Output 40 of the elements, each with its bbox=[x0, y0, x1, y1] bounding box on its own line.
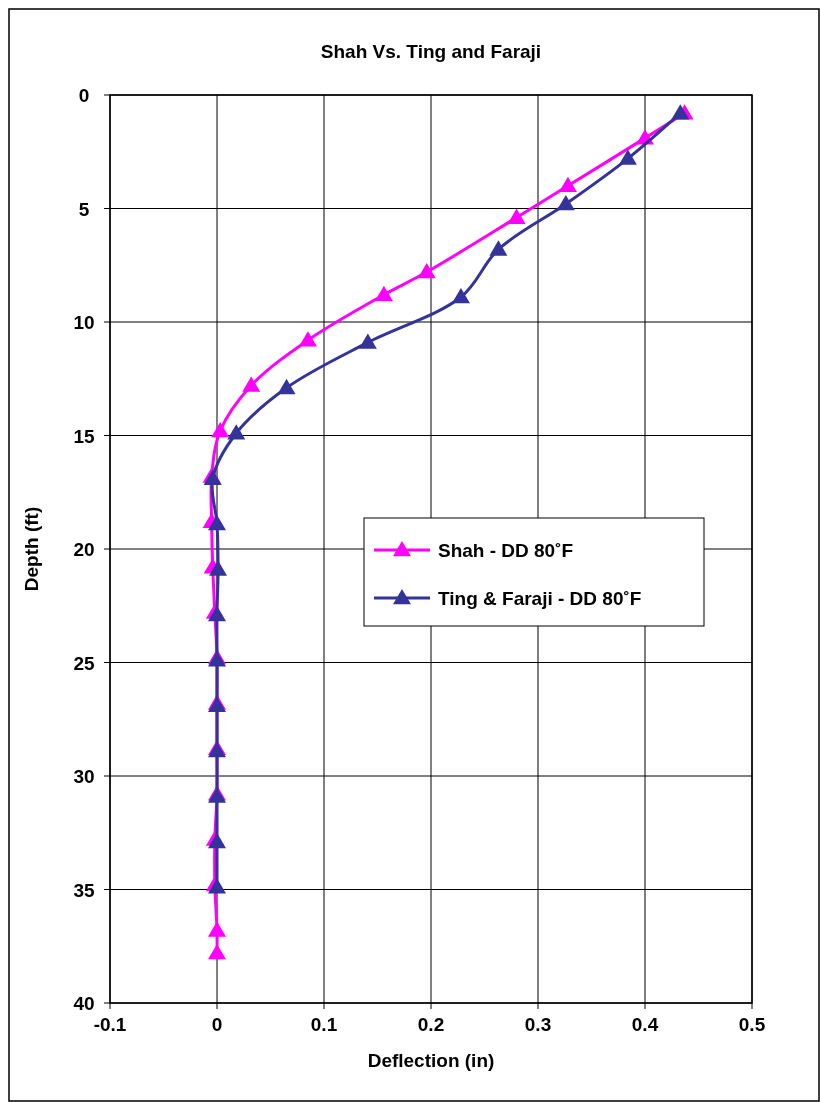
y-tick-label: 30 bbox=[73, 766, 95, 787]
y-tick-label: 0 bbox=[78, 85, 90, 106]
point bbox=[417, 263, 436, 279]
x-tick-label: -0.1 bbox=[93, 1014, 127, 1035]
y-tick-label: 10 bbox=[73, 312, 95, 333]
point bbox=[227, 424, 246, 440]
x-tick-label: 0.4 bbox=[631, 1014, 659, 1035]
point bbox=[451, 288, 470, 304]
y-tick-label: 15 bbox=[73, 425, 95, 447]
point bbox=[489, 240, 508, 256]
y-axis-title: Depth (ft) bbox=[21, 506, 42, 592]
x-axis-title: Deflection (in) bbox=[367, 1050, 495, 1071]
x-tick-label: 0 bbox=[211, 1014, 223, 1035]
point bbox=[209, 560, 228, 576]
y-tick-label: 20 bbox=[73, 539, 95, 560]
point bbox=[208, 515, 226, 531]
y-tick-label: 40 bbox=[73, 993, 95, 1014]
y-tick-label: 35 bbox=[73, 879, 95, 901]
point bbox=[671, 104, 690, 120]
point bbox=[618, 149, 637, 165]
y-tick-label: 5 bbox=[78, 198, 90, 220]
point bbox=[358, 333, 377, 349]
legend-label: Shah - DD 80˚F bbox=[438, 540, 574, 561]
point bbox=[507, 208, 526, 224]
legend-label: Ting & Faraji - DD 80˚F bbox=[438, 588, 642, 609]
chart-title: Shah Vs. Ting and Faraji bbox=[320, 41, 542, 62]
point bbox=[298, 331, 317, 347]
point bbox=[556, 194, 575, 211]
x-tick-label: 0.5 bbox=[738, 1014, 766, 1035]
point bbox=[374, 285, 393, 302]
point bbox=[277, 378, 296, 395]
point bbox=[211, 421, 230, 438]
x-tick-label: 0.2 bbox=[417, 1014, 445, 1035]
point bbox=[208, 921, 226, 937]
point bbox=[208, 944, 226, 960]
point bbox=[242, 376, 261, 392]
x-tick-label: 0.1 bbox=[310, 1014, 338, 1035]
x-tick-label: 0.3 bbox=[524, 1014, 552, 1035]
point bbox=[558, 176, 577, 193]
y-tick-label: 25 bbox=[73, 652, 95, 674]
